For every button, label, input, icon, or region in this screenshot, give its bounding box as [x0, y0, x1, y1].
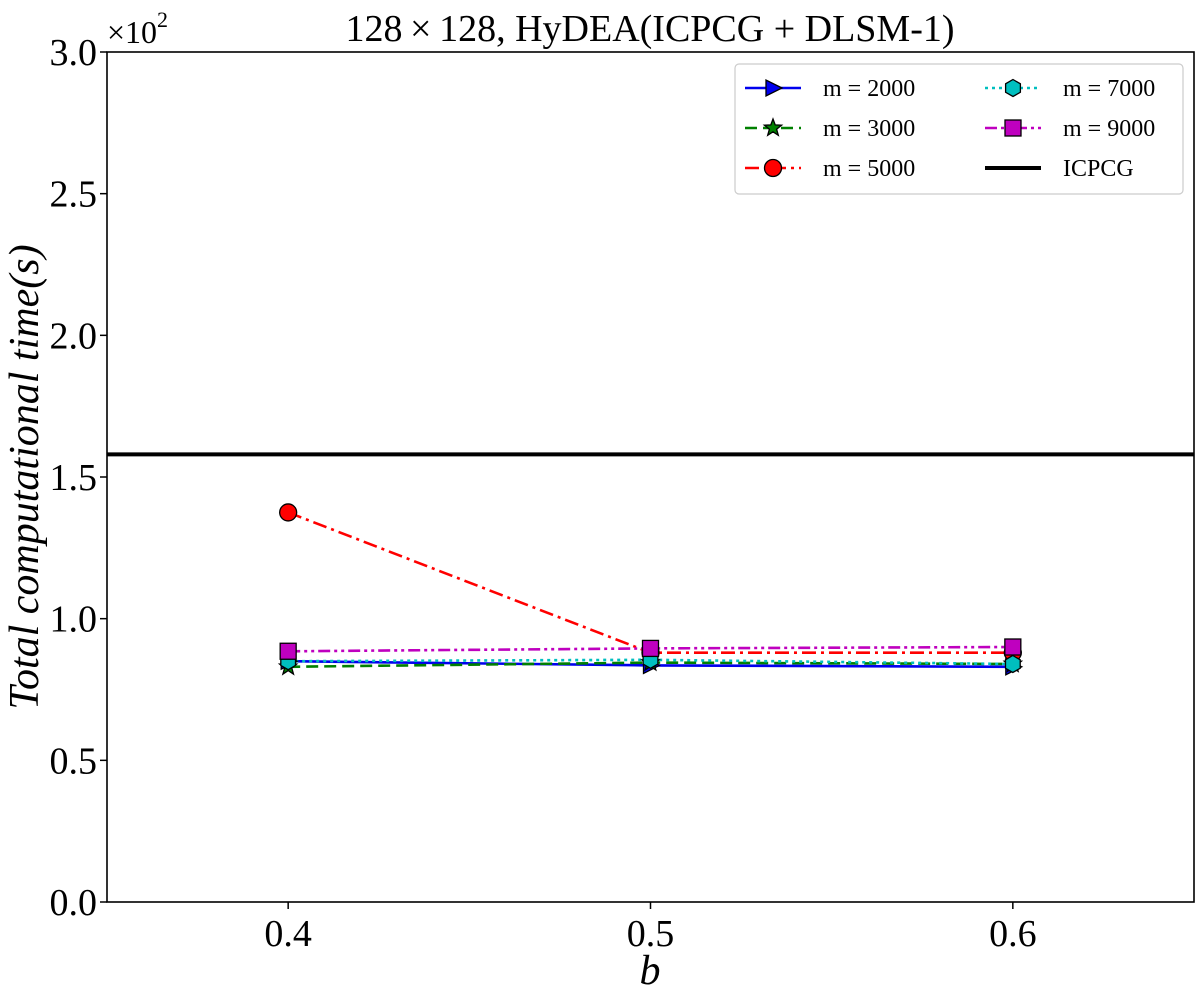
legend-marker-0	[765, 78, 784, 98]
series-line-2	[287, 511, 1013, 655]
x-tick-label: 0.6	[989, 913, 1037, 955]
y-tick-label: 2.5	[50, 174, 98, 216]
legend-marker-4	[1004, 119, 1022, 137]
legend-label-3: m = 7000	[1063, 76, 1155, 102]
legend-label-5: ICPCG	[1063, 156, 1134, 182]
legend-marker-1	[762, 117, 784, 137]
data-point-s4-2	[1004, 638, 1022, 656]
y-multiplier: ×102	[107, 7, 168, 50]
y-tick-label: 0.5	[50, 740, 98, 782]
chart-title: 128 × 128, HyDEA(ICPCG + DLSM-1)	[345, 8, 954, 50]
legend-label-1: m = 3000	[823, 116, 915, 142]
x-tick-label: 0.4	[264, 913, 312, 955]
legend-frame	[734, 63, 1184, 195]
legend-label-0: m = 2000	[823, 76, 915, 102]
plot-area: 0.4 0.5 0.6 0.0 0.5 1.0 1.5 2.0 2.5 3.0	[50, 32, 1195, 955]
x-axis-label: b	[640, 948, 661, 994]
y-tick-label: 1.0	[50, 599, 98, 641]
legend-marker-3	[1004, 78, 1022, 98]
x-tick-label: 0.5	[627, 913, 675, 955]
y-tick-label: 2.0	[50, 315, 98, 357]
legend: m = 2000 m = 3000 m = 5000 m = 7000 m = 9000…	[734, 63, 1184, 195]
y-multiplier-exponent: 2	[157, 7, 168, 32]
data-point-s2-0	[279, 503, 298, 522]
data-point-s3-2	[1004, 654, 1021, 674]
legend-marker-2	[763, 158, 783, 178]
legend-label-4: m = 9000	[1063, 116, 1155, 142]
y-tick-label: 1.5	[50, 457, 98, 499]
data-point-s4-1	[641, 639, 660, 658]
y-axis-label: Total computational time(s)	[2, 244, 48, 709]
data-point-s4-0	[279, 642, 297, 660]
series-line-3	[288, 658, 1013, 666]
legend-label-2: m = 5000	[823, 156, 915, 182]
y-tick-label: 0.0	[50, 882, 98, 924]
y-tick-label: 3.0	[50, 32, 98, 74]
